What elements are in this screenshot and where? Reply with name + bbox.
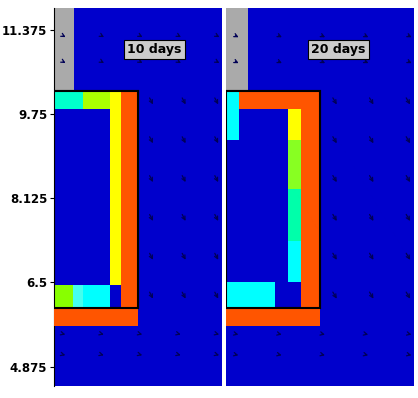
Bar — [54, 308, 138, 326]
Bar — [226, 308, 320, 326]
Bar — [54, 285, 73, 308]
Bar — [226, 91, 320, 308]
Bar — [54, 8, 74, 91]
Bar — [54, 91, 83, 109]
Bar — [54, 91, 138, 308]
Bar — [83, 91, 110, 109]
Bar — [226, 8, 248, 91]
Text: 20 days: 20 days — [311, 43, 366, 56]
Bar — [226, 91, 320, 308]
Bar — [288, 140, 301, 189]
Bar — [301, 91, 320, 308]
Bar — [83, 285, 110, 308]
Bar — [110, 91, 121, 285]
Bar — [226, 283, 275, 308]
Bar — [226, 91, 239, 109]
Bar — [288, 109, 301, 140]
Bar — [73, 285, 83, 308]
Bar — [288, 189, 301, 241]
Bar — [226, 109, 239, 140]
Bar — [288, 241, 301, 283]
Text: 10 days: 10 days — [127, 43, 182, 56]
Bar — [121, 91, 138, 308]
Bar — [239, 91, 301, 109]
Bar — [54, 91, 138, 308]
